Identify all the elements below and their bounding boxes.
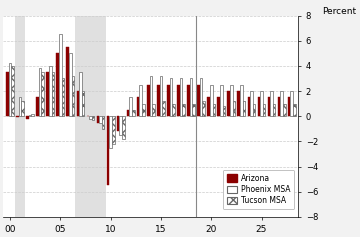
Bar (202, 101, 205, 116)
Bar (159, 76, 162, 116)
Bar (89, 116, 92, 119)
Bar (230, 85, 233, 116)
Bar (233, 101, 235, 116)
Bar (270, 91, 273, 116)
Bar (57, 53, 59, 116)
Bar (102, 116, 104, 129)
Bar (172, 104, 175, 116)
Bar (212, 104, 215, 116)
Bar (139, 85, 142, 116)
Bar (67, 47, 69, 116)
Bar (130, 97, 132, 116)
Bar (157, 85, 159, 116)
Bar (46, 72, 49, 116)
Bar (147, 85, 149, 116)
Bar (228, 91, 230, 116)
Bar (190, 78, 192, 116)
Bar (207, 97, 210, 116)
Bar (16, 116, 19, 118)
Bar (142, 104, 145, 116)
Bar (75, 16, 105, 217)
Bar (15, 16, 25, 217)
Bar (187, 85, 190, 116)
Bar (6, 72, 9, 116)
Bar (69, 53, 72, 116)
Bar (197, 85, 200, 116)
Bar (217, 97, 220, 116)
Bar (51, 72, 54, 116)
Bar (152, 104, 155, 116)
Bar (291, 91, 293, 116)
Legend: Arizona, Phoenix MSA, Tucson MSA: Arizona, Phoenix MSA, Tucson MSA (223, 170, 294, 209)
Bar (267, 97, 270, 116)
Bar (29, 115, 31, 116)
Bar (77, 91, 79, 116)
Bar (177, 85, 180, 116)
Y-axis label: Percent: Percent (323, 7, 356, 16)
Bar (117, 116, 120, 131)
Bar (120, 116, 122, 135)
Bar (182, 104, 185, 116)
Bar (238, 91, 240, 116)
Bar (293, 104, 296, 116)
Bar (137, 97, 139, 116)
Bar (72, 76, 74, 116)
Bar (59, 34, 62, 116)
Bar (92, 116, 94, 120)
Bar (243, 101, 245, 116)
Bar (240, 85, 243, 116)
Bar (263, 104, 265, 116)
Bar (79, 72, 82, 116)
Bar (200, 78, 202, 116)
Bar (149, 76, 152, 116)
Bar (280, 91, 283, 116)
Bar (39, 68, 41, 116)
Bar (26, 116, 29, 119)
Bar (220, 85, 222, 116)
Bar (49, 66, 51, 116)
Bar (260, 91, 263, 116)
Bar (192, 104, 195, 116)
Bar (250, 91, 253, 116)
Bar (180, 78, 182, 116)
Bar (132, 110, 135, 116)
Bar (248, 97, 250, 116)
Bar (273, 104, 275, 116)
Bar (107, 116, 109, 185)
Bar (96, 116, 99, 123)
Bar (127, 110, 130, 116)
Bar (170, 78, 172, 116)
Bar (162, 101, 165, 116)
Bar (288, 97, 291, 116)
Bar (210, 85, 212, 116)
Bar (21, 101, 24, 116)
Bar (19, 97, 21, 116)
Bar (82, 91, 84, 116)
Bar (112, 116, 114, 144)
Bar (99, 116, 102, 123)
Bar (253, 104, 255, 116)
Bar (222, 106, 225, 116)
Bar (62, 78, 64, 116)
Bar (41, 72, 44, 116)
Bar (36, 97, 39, 116)
Bar (122, 116, 125, 139)
Bar (11, 66, 14, 116)
Bar (258, 97, 260, 116)
Bar (167, 85, 170, 116)
Bar (31, 114, 34, 116)
Bar (9, 63, 11, 116)
Bar (283, 104, 285, 116)
Bar (109, 116, 112, 148)
Bar (278, 97, 280, 116)
